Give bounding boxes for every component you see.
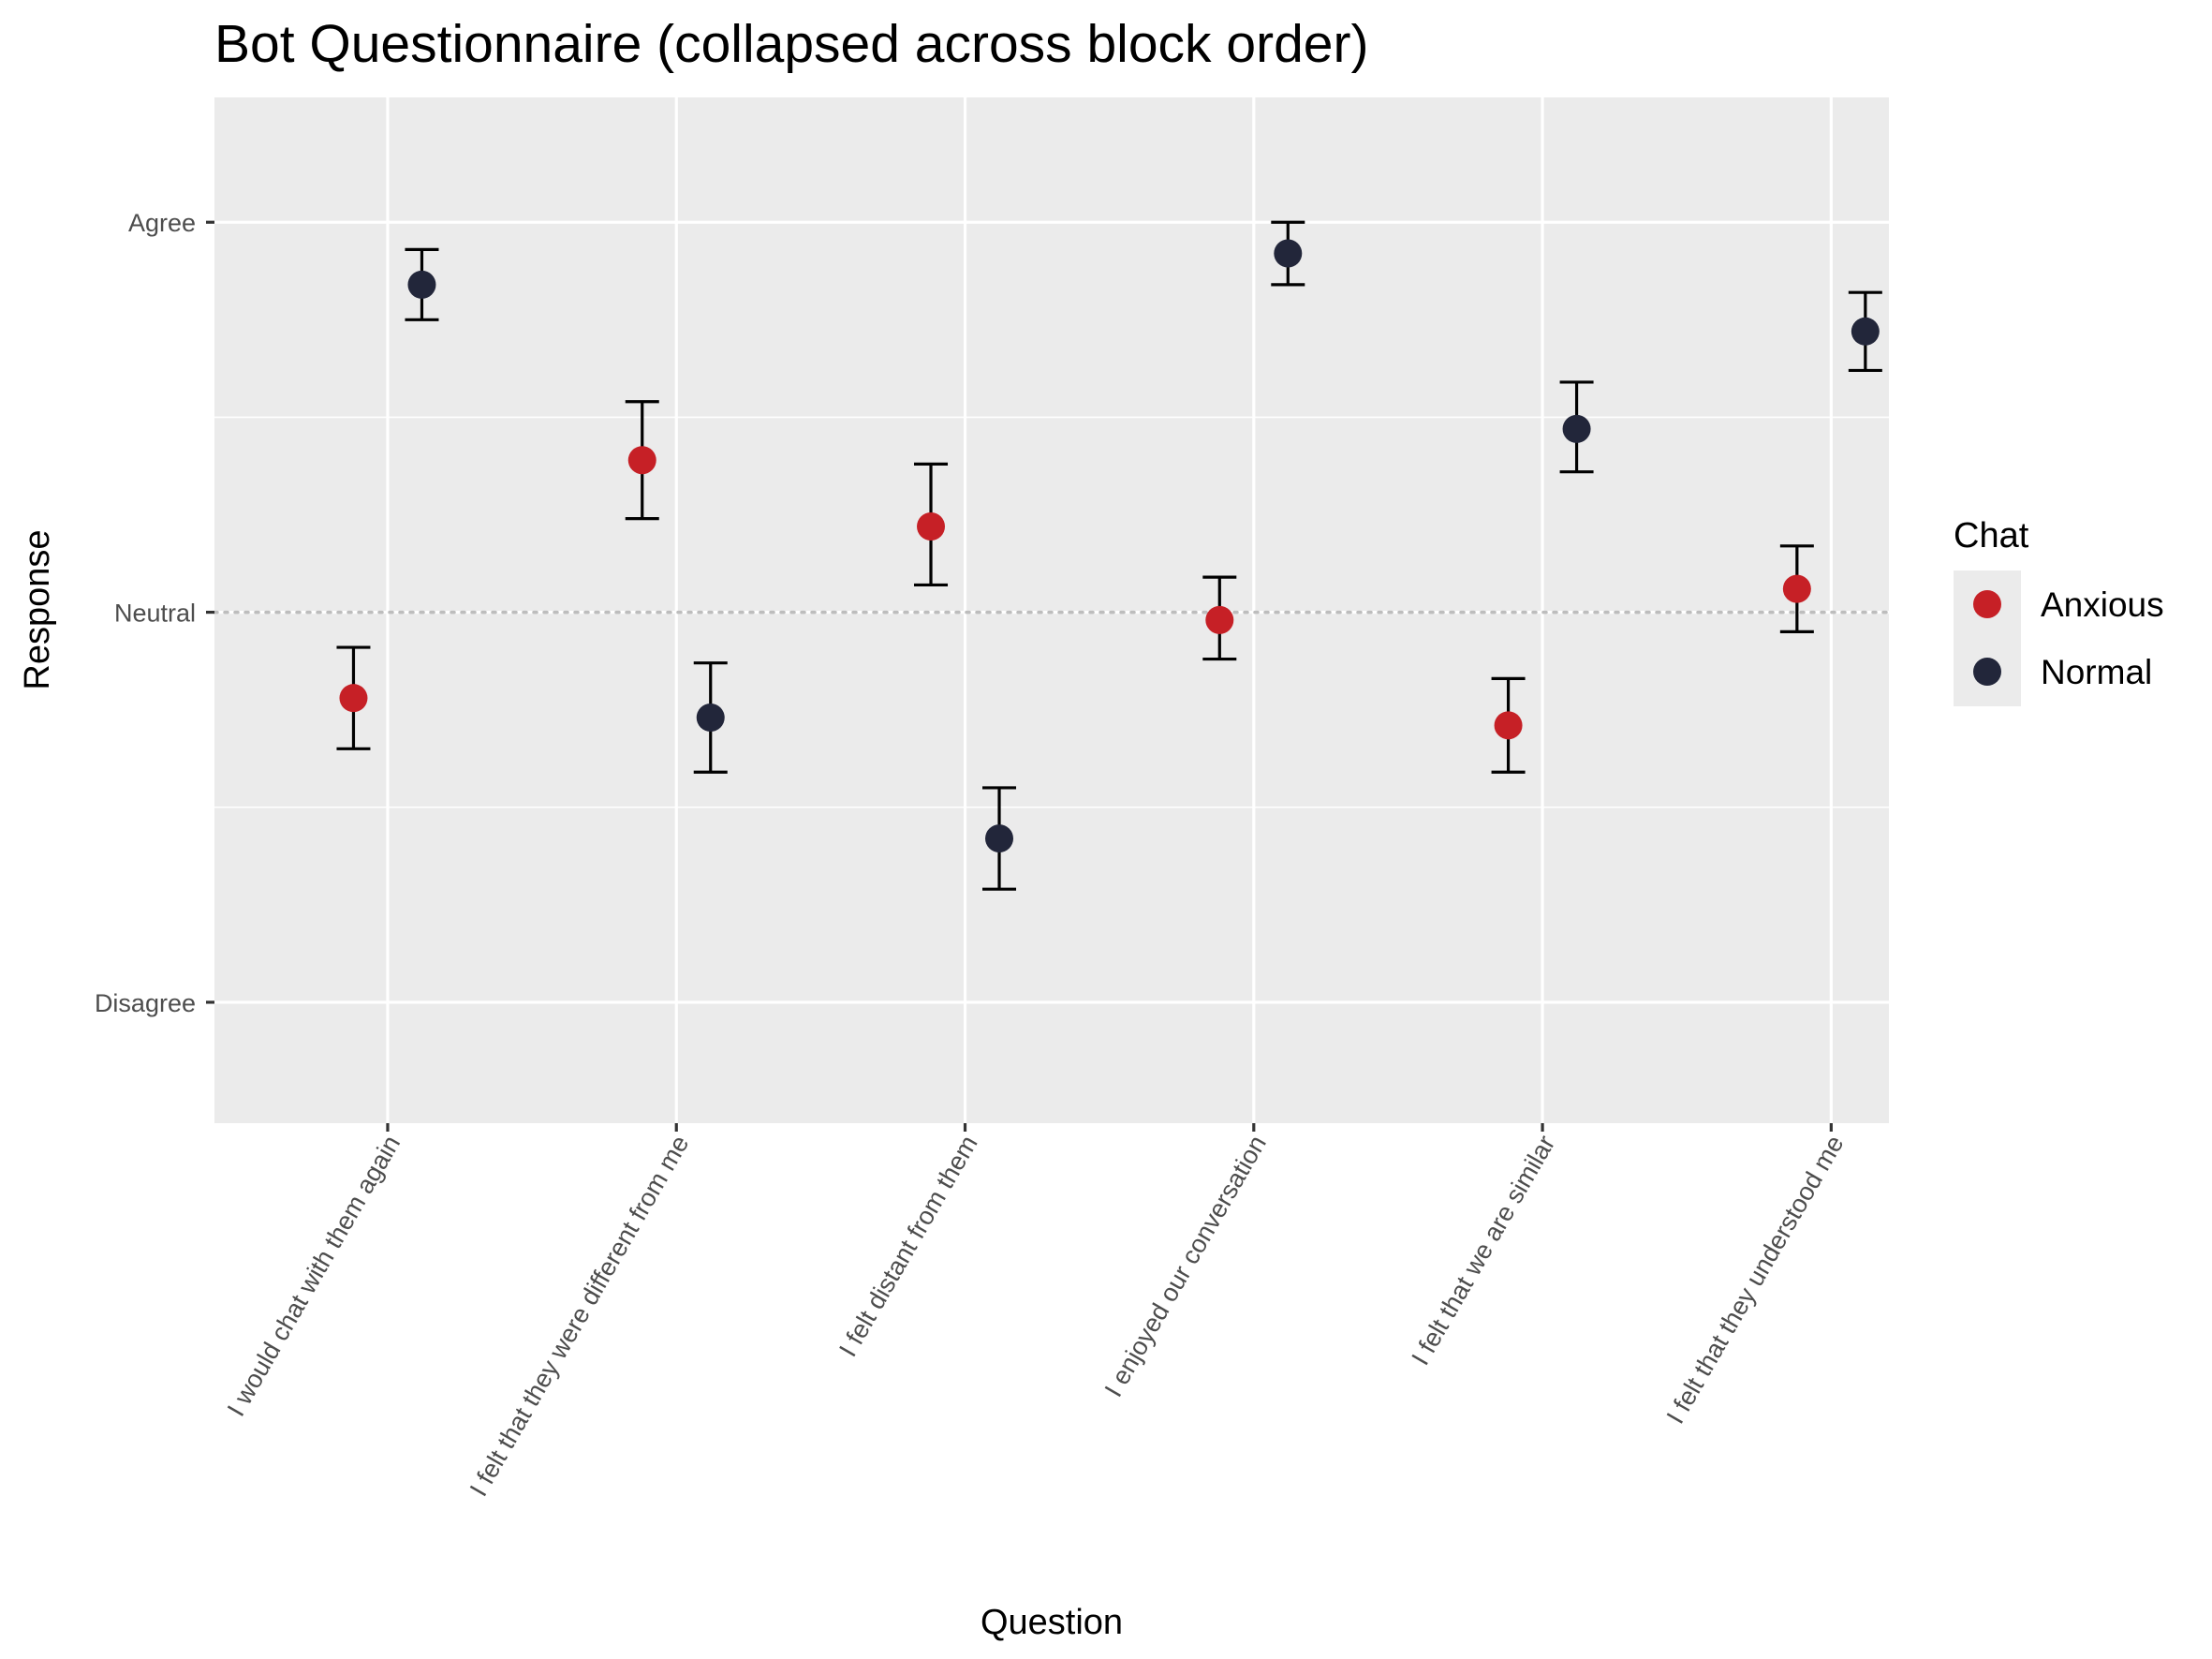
data-point-normal [1851, 317, 1880, 346]
legend-label-anxious: Anxious [2041, 585, 2164, 624]
legend-label-normal: Normal [2041, 653, 2152, 691]
data-point-anxious [627, 446, 656, 475]
legend-key-normal [1973, 658, 2001, 686]
data-point-normal [1562, 414, 1591, 443]
y-tick-label: Disagree [95, 989, 196, 1017]
plot-panel [214, 97, 1889, 1123]
chart-title: Bot Questionnaire (collapsed across bloc… [214, 14, 1368, 74]
data-point-normal [1274, 239, 1303, 268]
x-tick-label: I would chat with them again [222, 1131, 406, 1421]
data-point-anxious [917, 511, 946, 541]
x-axis-title: Question [981, 1603, 1123, 1642]
y-axis-title: Response [18, 529, 57, 689]
data-point-anxious [339, 684, 368, 713]
x-tick-label: I felt that they understood me [1661, 1131, 1850, 1429]
data-point-anxious [1782, 574, 1811, 603]
data-point-anxious [1205, 605, 1234, 634]
legend: Chat Anxious Normal [1954, 516, 2164, 706]
x-tick-label: I enjoyed our conversation [1099, 1131, 1272, 1401]
y-tick-label: Agree [128, 209, 196, 237]
x-axis: I would chat with them again I felt that … [222, 1123, 1850, 1501]
legend-key-anxious [1973, 590, 2001, 618]
x-tick-label: I felt distant from them [833, 1131, 983, 1361]
data-point-normal [407, 270, 436, 299]
x-tick-label: I felt that we are similar [1406, 1131, 1560, 1370]
point-layer [339, 239, 1880, 853]
legend-title: Chat [1954, 516, 2029, 555]
data-point-normal [985, 824, 1014, 853]
x-tick-label: I felt that they were different from me [465, 1131, 695, 1501]
y-tick-label: Neutral [114, 600, 196, 628]
y-axis: Disagree Neutral Agree [95, 209, 214, 1017]
data-point-anxious [1494, 711, 1523, 740]
data-point-normal [696, 703, 725, 732]
error-bar-layer [336, 220, 1882, 891]
